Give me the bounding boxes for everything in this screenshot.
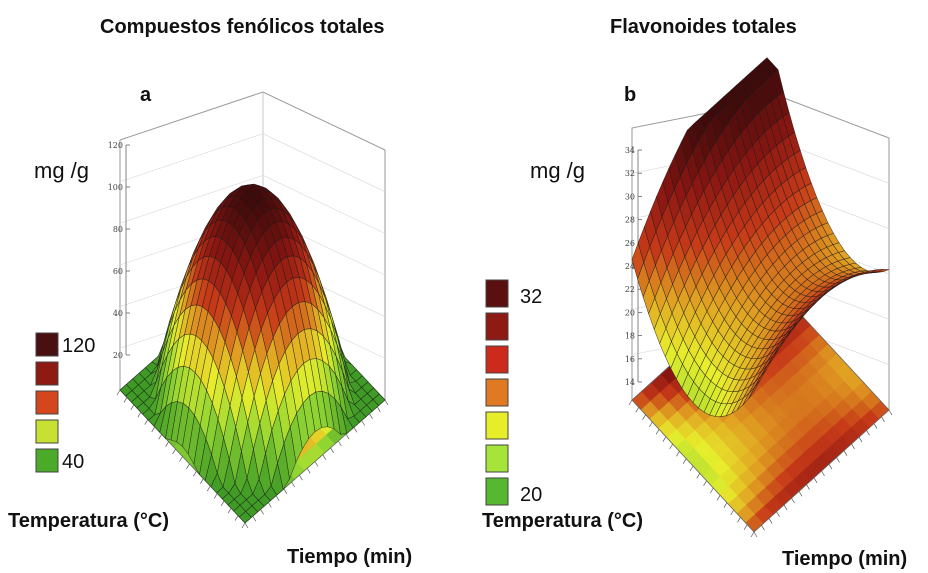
z-axis-label-a: mg /g xyxy=(34,158,90,183)
surface xyxy=(119,183,386,524)
legend-swatch xyxy=(35,332,59,357)
legend-swatch xyxy=(485,411,509,440)
x-axis-label-a: Tiempo (min) xyxy=(287,546,413,568)
z-tick-label: 100 xyxy=(108,183,123,192)
z-tick-label: 22 xyxy=(625,285,635,294)
legend-swatch xyxy=(485,477,509,506)
z-tick-label: 20 xyxy=(113,351,123,360)
legend: 120 40 xyxy=(35,332,95,473)
x-axis-label-b: Tiempo (min) xyxy=(782,548,908,570)
legend-swatch xyxy=(35,419,59,444)
z-tick-label: 40 xyxy=(113,309,123,318)
legend-swatch xyxy=(485,279,509,308)
floor-ticks xyxy=(116,389,389,529)
z-tick-label: 30 xyxy=(625,192,635,201)
chart-panel-a: Compuestos fenólicos totales a mg /g Tem… xyxy=(8,16,413,568)
legend-swatch xyxy=(485,444,509,473)
legend-swatch xyxy=(35,361,59,386)
legend-swatch xyxy=(35,390,59,415)
z-tick-label: 24 xyxy=(625,262,635,271)
z-tick-label: 28 xyxy=(625,216,635,225)
z-tick-label: 120 xyxy=(108,141,123,150)
legend-label: 20 xyxy=(520,484,542,506)
panel-letter-b: b xyxy=(624,84,637,106)
z-tick-label: 26 xyxy=(625,239,635,248)
surface xyxy=(631,57,890,418)
z-tick-label: 14 xyxy=(625,378,635,387)
z-tick-label: 34 xyxy=(625,146,635,155)
z-tick-label: 18 xyxy=(625,332,635,341)
legend-swatch xyxy=(485,345,509,374)
legend-label: 40 xyxy=(62,451,84,473)
legend-swatch xyxy=(485,312,509,341)
chart-panel-b: Flavonoides totales b mg /g Temperatura … xyxy=(464,0,928,573)
legend-label: 32 xyxy=(520,286,542,308)
surface-plot-b: 14 16 18 20 22 24 26 28 30 32 34 32 20 xyxy=(485,57,893,538)
surface-plot-a: 20 40 60 80 100 120 120 40 xyxy=(35,91,389,529)
y-axis-label-a: Temperatura (°C) xyxy=(8,510,169,532)
z-tick-label: 80 xyxy=(113,225,123,234)
legend-label: 120 xyxy=(62,335,95,357)
panel-letter-a: a xyxy=(140,84,152,106)
legend: 32 20 xyxy=(485,279,542,506)
legend-swatch xyxy=(35,448,59,473)
z-tick-label: 20 xyxy=(625,308,635,317)
z-axis: 14 16 18 20 22 24 26 28 30 32 34 xyxy=(625,146,642,387)
chart-title-b: Flavonoides totales xyxy=(610,16,797,38)
y-axis-label-b: Temperatura (°C) xyxy=(482,510,643,532)
z-tick-label: 32 xyxy=(625,169,635,178)
z-tick-label: 60 xyxy=(113,267,123,276)
chart-title-a: Compuestos fenólicos totales xyxy=(100,16,385,38)
floor-ticks xyxy=(628,399,893,538)
z-tick-label: 16 xyxy=(625,355,635,364)
z-axis-label-b: mg /g xyxy=(530,158,586,183)
z-axis: 20 40 60 80 100 120 xyxy=(108,141,130,360)
legend-swatch xyxy=(485,378,509,407)
